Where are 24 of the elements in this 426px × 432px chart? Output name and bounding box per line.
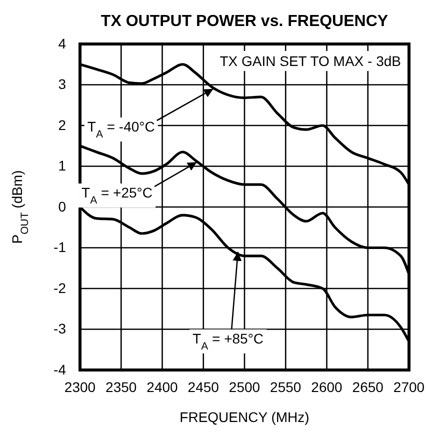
- x-tick-label: 2350: [106, 378, 137, 395]
- y-tick-label: 4: [58, 35, 66, 52]
- x-tick-label: 2400: [146, 378, 178, 395]
- x-tick-label: 2500: [228, 378, 260, 395]
- x-tick-label: 2600: [311, 378, 343, 395]
- y-tick-label: 3: [58, 76, 66, 92]
- y-tick-label: -1: [54, 239, 66, 256]
- annotation: T$_{A}$ = -40°C: [87, 118, 155, 140]
- chart-title: TX OUTPUT POWER vs. FREQUENCY: [100, 13, 388, 30]
- x-tick-label: 2450: [188, 378, 220, 395]
- y-tick-label: 1: [58, 158, 66, 174]
- x-tick-label: 2300: [64, 378, 96, 395]
- y-tick-label: -2: [54, 280, 66, 296]
- y-tick-label: 2: [58, 116, 66, 133]
- annotation: T$_{A}$ = +85°C: [192, 330, 264, 352]
- x-tick-label: 2700: [393, 378, 425, 395]
- x-tick-label: 2550: [270, 378, 302, 395]
- x-tick-label: 2650: [352, 378, 384, 395]
- x-axis-title: FREQUENCY (MHz): [180, 409, 310, 425]
- y-tick-label: 0: [58, 198, 66, 214]
- annotation: T$_{A}$ = +25°C: [82, 184, 153, 207]
- annotation: TX GAIN SET TO MAX - 3dB: [220, 53, 401, 69]
- y-tick-label: -3: [54, 320, 66, 337]
- y-tick-label: -4: [54, 361, 66, 378]
